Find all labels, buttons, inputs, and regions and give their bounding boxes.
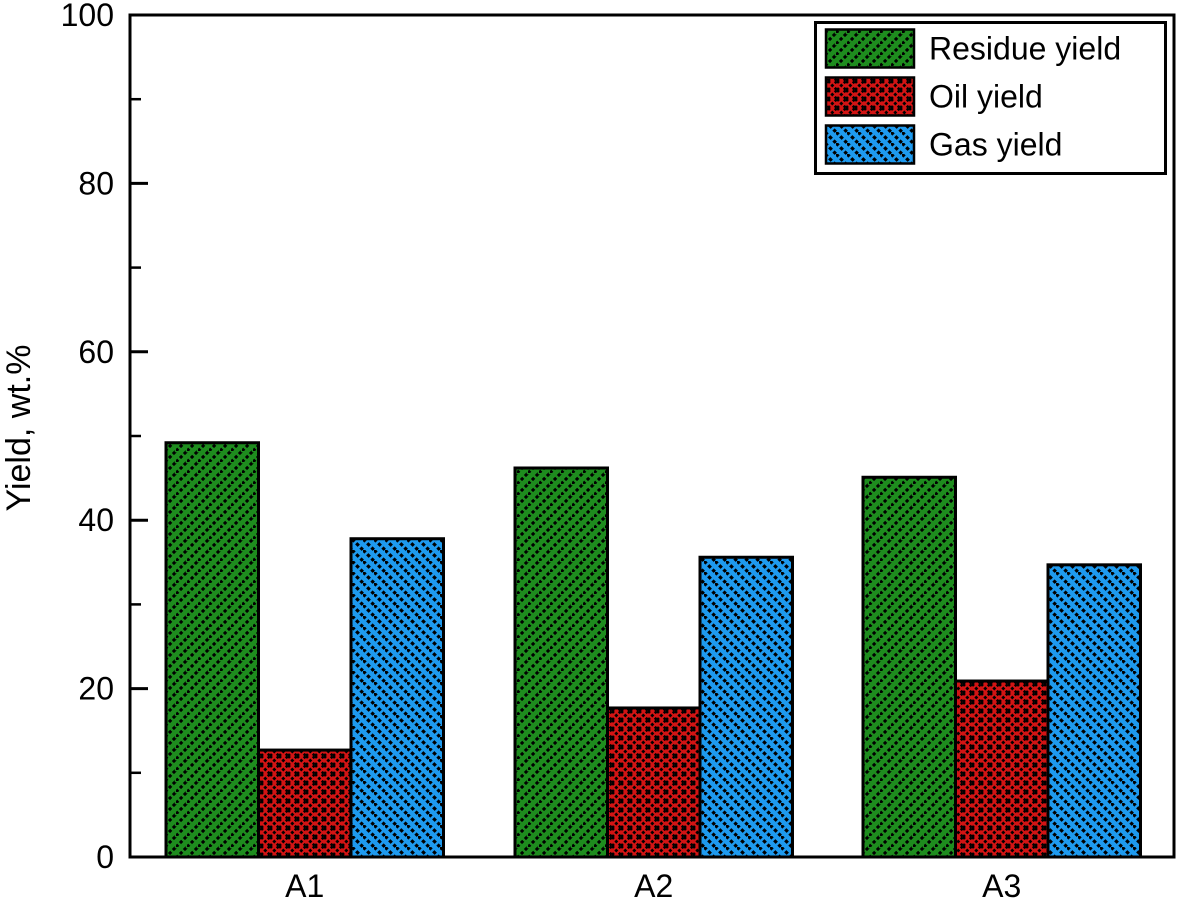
legend: Residue yield Oil yield Gas yield [814,21,1167,175]
y-ticks-group [131,13,148,859]
bar-residue-yield-a1 [164,441,260,859]
bar-residue-yield-a3 [861,475,957,859]
bars-group [164,441,1142,859]
legend-label-gas-yield: Gas yield [929,127,1062,163]
y-tick-label: 60 [78,334,114,370]
x-category-labels-group: A1 A2 A3 [285,868,1021,904]
bar-gas-yield-a3 [1046,563,1142,859]
plot-frame [128,13,1176,859]
y-axis-title: Yield, wt.% [0,345,38,512]
bar-oil-yield-a2 [606,706,702,859]
x-category-label-a2: A2 [634,868,673,904]
y-tick-label: 40 [78,502,114,538]
legend-swatch-gas-yield [824,124,916,165]
legend-swatch-residue-yield [824,28,916,69]
legend-label-residue-yield: Residue yield [929,31,1121,67]
bar-gas-yield-a1 [349,537,445,859]
y-tick-label: 80 [78,165,114,201]
bar-residue-yield-a2 [513,466,609,859]
y-tick-label: 20 [78,671,114,707]
y-tick-label: 0 [96,839,114,875]
legend-label-oil-yield: Oil yield [929,79,1043,115]
legend-swatch-oil-yield [824,76,916,117]
y-tick-labels-group: 0 20 40 60 80 100 [61,0,114,875]
bar-oil-yield-a1 [257,748,353,859]
bar-gas-yield-a2 [698,555,794,859]
x-category-label-a1: A1 [285,868,324,904]
bar-oil-yield-a3 [954,679,1050,859]
y-tick-label: 100 [61,0,114,33]
x-category-label-a3: A3 [982,868,1021,904]
